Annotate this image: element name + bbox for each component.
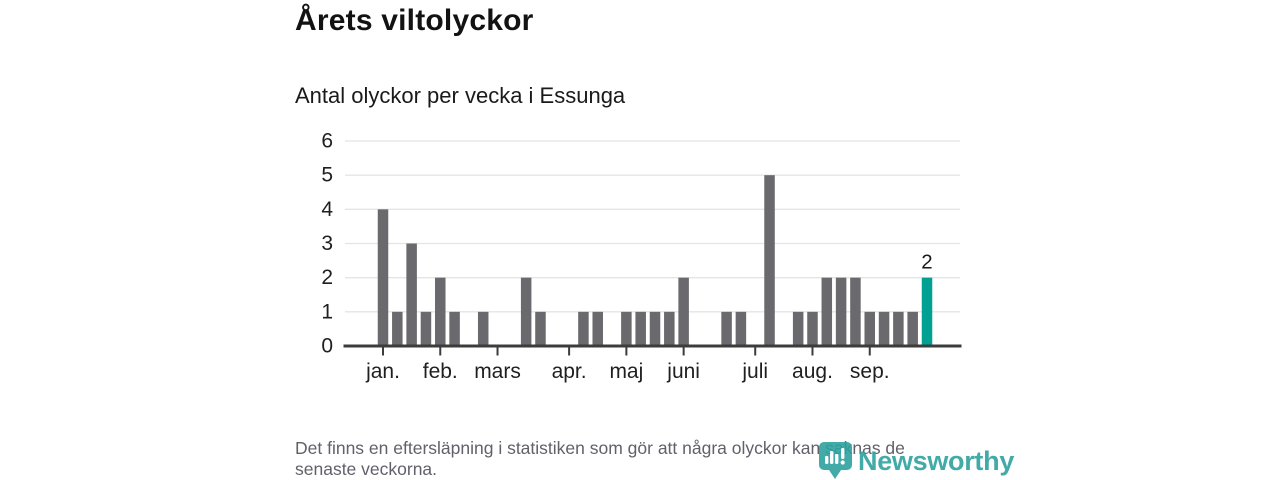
newsworthy-logo-text: Newsworthy [858,445,1015,476]
logo-bars-glyph [825,448,845,465]
bar-week-38 [907,311,918,346]
x-axis-label-apr.: apr. [552,360,587,383]
newsworthy-logo-icon [819,442,852,479]
bar-week-8 [477,311,489,346]
chart-title: Årets viltolyckor [295,4,534,37]
y-axis-label-5: 5 [321,164,333,187]
x-axis-label-aug.: aug. [792,360,833,383]
x-axis-label-juni: juni [666,360,700,383]
bar-week-11 [520,277,532,346]
bar-week-33 [835,277,847,346]
bar-week-6 [449,311,460,346]
y-axis-label-2: 2 [321,266,333,289]
bar-week-16 [592,311,603,346]
bar-chart: 0 1 2 3 4 5 6 jan. feb. mars apr. maj juni juli aug. se… [321,130,962,383]
bar-week-2 [392,311,403,346]
newsworthy-logo: Newsworthy [819,442,1014,479]
bar-week-26 [735,311,747,346]
bar-week-31 [807,311,818,346]
bar-week-28 [764,175,775,346]
bar-week-35 [864,311,875,346]
bar-week-30 [792,311,804,346]
x-axis-label-feb.: feb. [423,360,458,383]
bar-week-22 [678,277,689,346]
footnote: Det finns en eftersläpning i statistiken… [295,438,995,480]
bar-week-5 [435,277,446,346]
y-axis-label-4: 4 [321,198,333,221]
bar-week-25 [721,311,732,346]
y-axis-label-1: 1 [321,300,333,323]
y-axis-label-3: 3 [321,232,333,255]
x-axis-label-juli: juli [741,360,768,383]
bar-week-37 [893,311,904,346]
y-axis-label-6: 6 [321,130,333,153]
bar-week-36 [878,311,890,346]
x-axis-label-jan.: jan. [365,360,400,383]
bar-week-34 [850,277,861,346]
bar-week-4 [420,311,432,346]
bar-week-12 [535,311,546,346]
highlight-value-label: 2 [921,251,932,274]
bar-week-32 [821,277,833,346]
bar-week-21 [664,311,675,346]
x-axis-label-sep.: sep. [850,360,890,383]
bar-week-15 [578,311,589,346]
bar-week-3 [406,243,417,346]
bar-week-18 [621,311,632,346]
footnote-line-2: senaste veckorna. [295,459,438,479]
chart-subtitle: Antal olyckor per vecka i Essunga [295,83,626,108]
bar-week-1 [377,209,389,346]
bar-week-20 [649,311,661,346]
y-axis-label-0: 0 [321,335,333,358]
footnote-line-1: Det finns en eftersläpning i statistiken… [295,438,905,458]
bar-week-19 [635,311,646,346]
bar-week-39-highlight [921,277,933,346]
x-axis-label-mars: mars [474,360,521,383]
x-axis-label-maj: maj [609,360,643,383]
